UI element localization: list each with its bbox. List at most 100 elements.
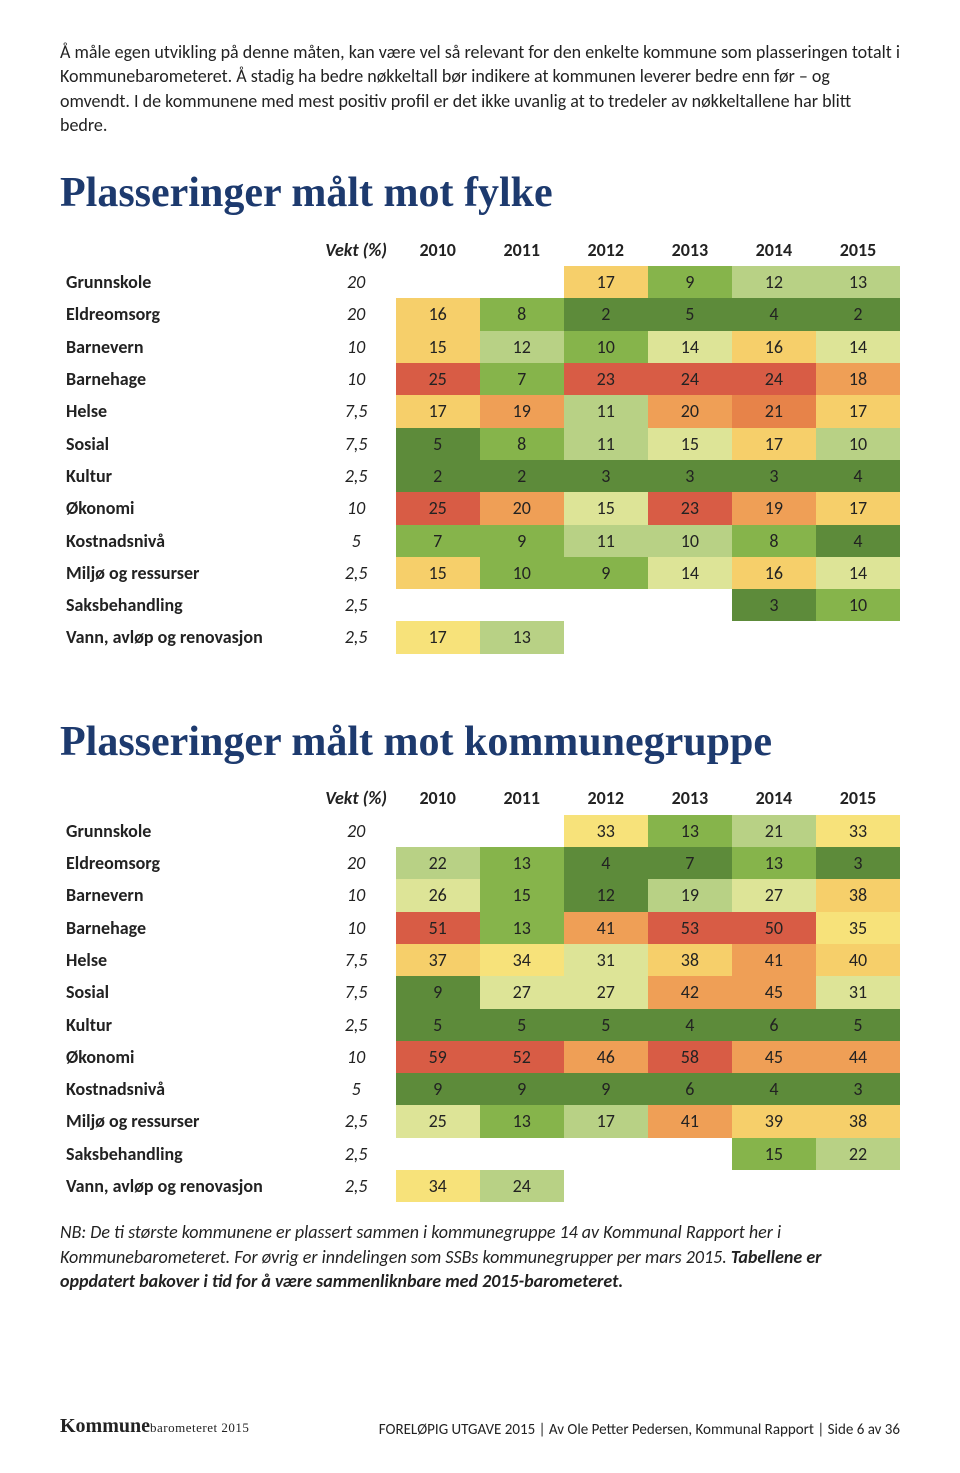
footnote: NB: De ti største kommunene er plassert … <box>60 1220 900 1293</box>
cell: 4 <box>732 298 816 330</box>
cell: 16 <box>732 557 816 589</box>
cell: 41 <box>732 944 816 976</box>
row-vekt: 7,5 <box>317 944 396 976</box>
cell: 21 <box>732 815 816 847</box>
table-row: Sosial7,592727424531 <box>60 976 900 1008</box>
cell <box>564 1138 648 1170</box>
cell: 17 <box>396 621 480 653</box>
cell: 15 <box>564 492 648 524</box>
table-row: Kultur2,5223334 <box>60 460 900 492</box>
cell: 3 <box>732 589 816 621</box>
col-year: 2011 <box>480 234 564 266</box>
cell: 45 <box>732 976 816 1008</box>
cell: 4 <box>732 1073 816 1105</box>
row-vekt: 2,5 <box>317 589 396 621</box>
cell <box>732 621 816 653</box>
cell: 10 <box>564 331 648 363</box>
cell <box>648 1170 732 1202</box>
cell <box>396 815 480 847</box>
col-year: 2015 <box>816 782 900 814</box>
row-label: Sosial <box>60 976 317 1008</box>
row-vekt: 2,5 <box>317 460 396 492</box>
row-vekt: 2,5 <box>317 1170 396 1202</box>
table-row: Kostnadsnivå579111084 <box>60 525 900 557</box>
cell: 4 <box>816 460 900 492</box>
row-vekt: 20 <box>317 815 396 847</box>
cell: 45 <box>732 1041 816 1073</box>
row-label: Saksbehandling <box>60 589 317 621</box>
cell: 5 <box>648 298 732 330</box>
cell: 13 <box>732 847 816 879</box>
cell: 8 <box>480 428 564 460</box>
footer-brand: Kommunebarometeret 2015 <box>60 1413 249 1440</box>
cell <box>396 266 480 298</box>
row-label: Vann, avløp og renovasjon <box>60 1170 317 1202</box>
cell: 6 <box>648 1073 732 1105</box>
cell: 24 <box>648 363 732 395</box>
cell: 34 <box>480 944 564 976</box>
cell: 52 <box>480 1041 564 1073</box>
cell: 24 <box>480 1170 564 1202</box>
cell: 16 <box>732 331 816 363</box>
cell: 21 <box>732 395 816 427</box>
table-row: Grunnskole201791213 <box>60 266 900 298</box>
cell: 51 <box>396 912 480 944</box>
cell: 3 <box>648 460 732 492</box>
cell: 14 <box>816 331 900 363</box>
cell: 5 <box>396 1009 480 1041</box>
col-year: 2014 <box>732 234 816 266</box>
cell: 7 <box>396 525 480 557</box>
row-label: Helse <box>60 395 317 427</box>
cell <box>396 589 480 621</box>
cell: 9 <box>564 557 648 589</box>
row-label: Sosial <box>60 428 317 460</box>
row-vekt: 2,5 <box>317 1009 396 1041</box>
row-vekt: 7,5 <box>317 976 396 1008</box>
cell: 33 <box>816 815 900 847</box>
col-vekt: Vekt (%) <box>317 234 396 266</box>
cell: 27 <box>564 976 648 1008</box>
cell <box>648 1138 732 1170</box>
cell: 35 <box>816 912 900 944</box>
row-vekt: 10 <box>317 879 396 911</box>
cell: 10 <box>816 428 900 460</box>
table-row: Eldreomsorg201682542 <box>60 298 900 330</box>
table-row: Helse7,5171911202117 <box>60 395 900 427</box>
cell: 15 <box>648 428 732 460</box>
table-row: Barnevern10151210141614 <box>60 331 900 363</box>
cell: 25 <box>396 492 480 524</box>
cell: 13 <box>480 847 564 879</box>
row-label: Barnevern <box>60 331 317 363</box>
cell: 8 <box>480 298 564 330</box>
cell: 17 <box>732 428 816 460</box>
cell: 14 <box>816 557 900 589</box>
cell: 19 <box>648 879 732 911</box>
cell: 13 <box>480 621 564 653</box>
cell: 23 <box>564 363 648 395</box>
cell: 9 <box>480 1073 564 1105</box>
cell: 22 <box>816 1138 900 1170</box>
cell: 13 <box>480 912 564 944</box>
cell: 15 <box>396 331 480 363</box>
cell: 2 <box>816 298 900 330</box>
table-row: Sosial7,55811151710 <box>60 428 900 460</box>
table-row: Helse7,5373431384140 <box>60 944 900 976</box>
cell <box>480 1138 564 1170</box>
section-title-kommunegruppe: Plasseringer målt mot kommunegruppe <box>60 714 900 771</box>
cell: 5 <box>816 1009 900 1041</box>
cell: 34 <box>396 1170 480 1202</box>
cell: 14 <box>648 331 732 363</box>
row-label: Eldreomsorg <box>60 847 317 879</box>
cell <box>480 815 564 847</box>
row-vekt: 10 <box>317 492 396 524</box>
table-row: Saksbehandling2,5310 <box>60 589 900 621</box>
cell <box>564 1170 648 1202</box>
cell: 23 <box>648 492 732 524</box>
cell: 37 <box>396 944 480 976</box>
row-vekt: 2,5 <box>317 557 396 589</box>
cell: 18 <box>816 363 900 395</box>
cell: 13 <box>648 815 732 847</box>
row-vekt: 20 <box>317 847 396 879</box>
row-label: Saksbehandling <box>60 1138 317 1170</box>
cell: 11 <box>564 428 648 460</box>
